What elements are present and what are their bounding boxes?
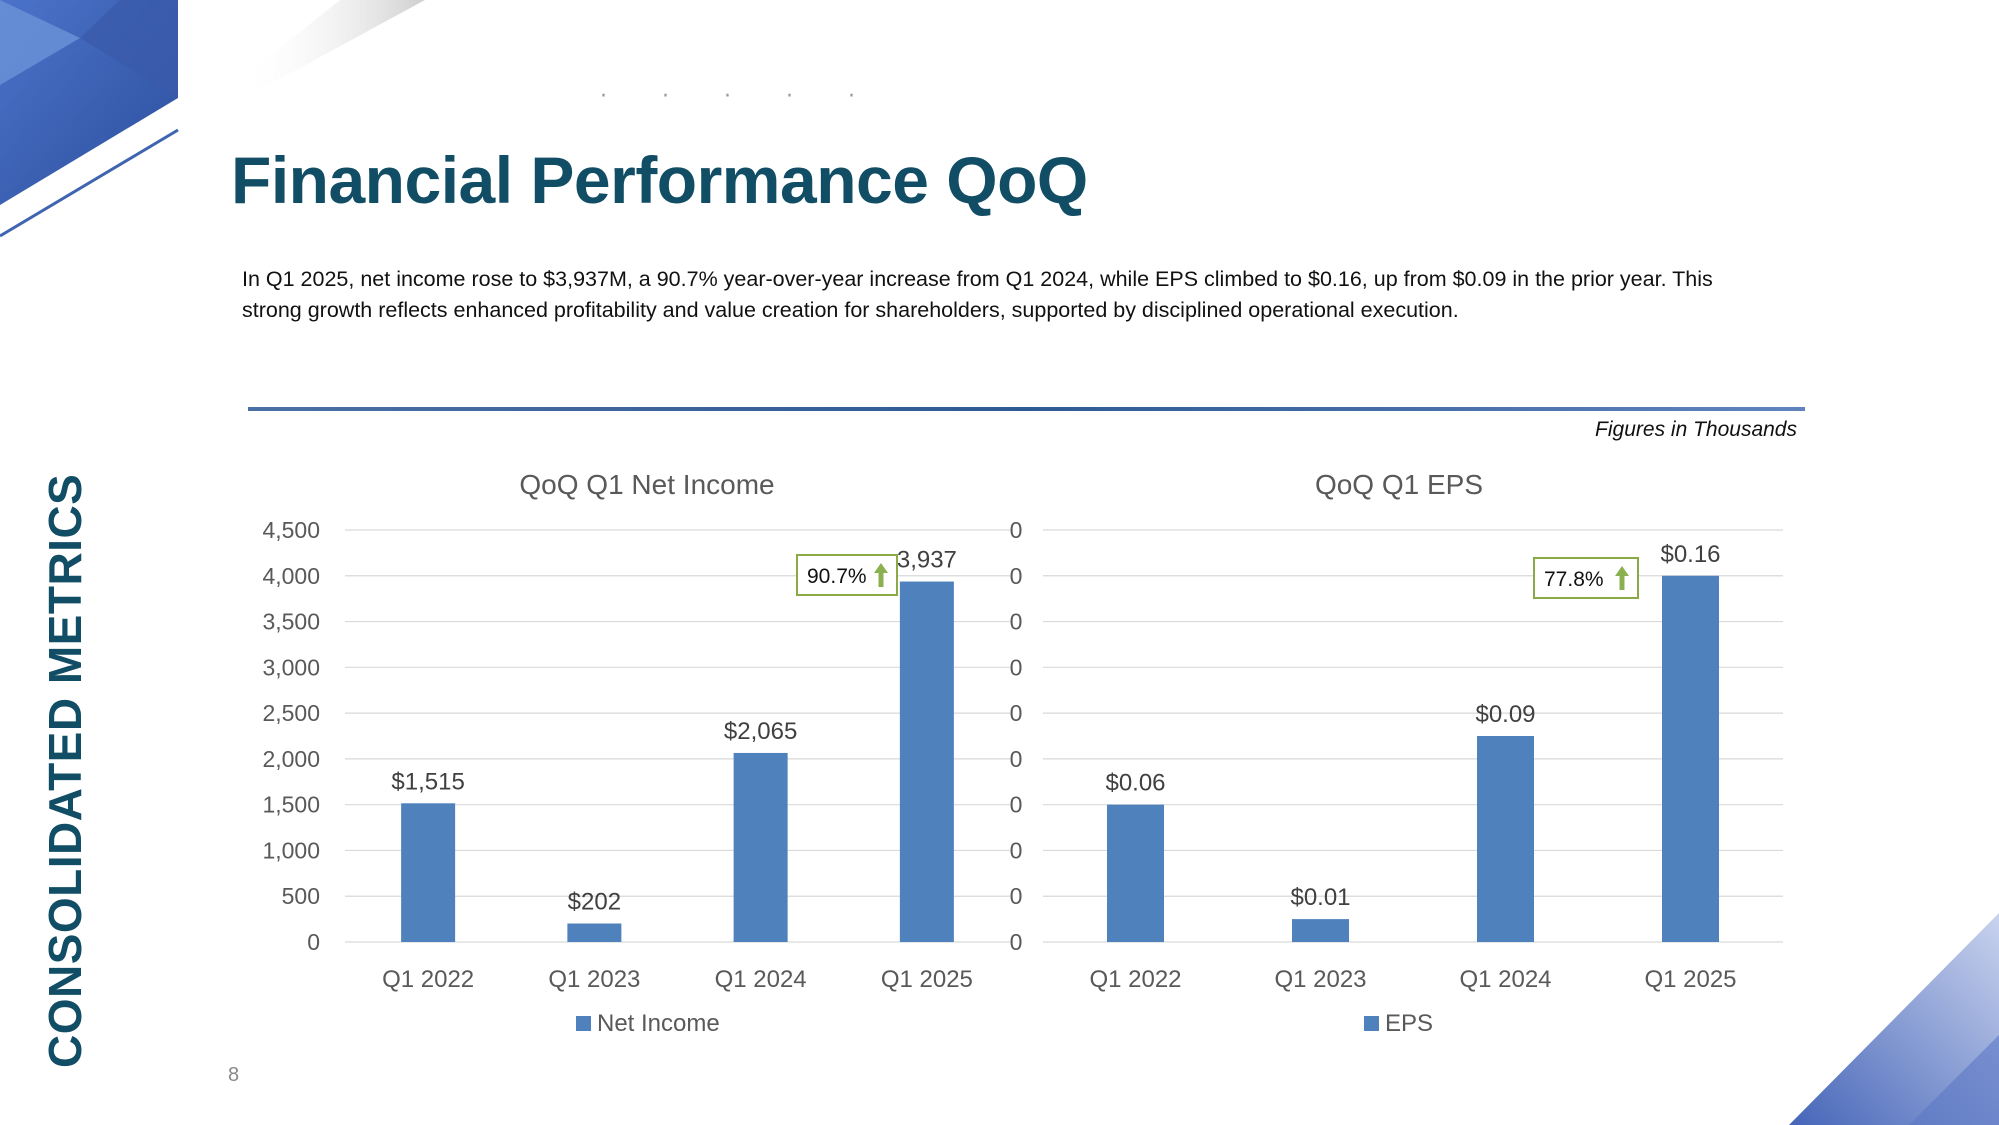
chart-0-ytick-6: 3,000 [262, 654, 320, 680]
chart-1-ytick-2: 0 [1010, 837, 1023, 863]
chart-0-bar-3 [899, 581, 954, 942]
chart-0-callout-text: 90.7% [807, 565, 867, 588]
chart-1-ytick-4: 0 [1010, 746, 1023, 772]
chart-1-category-0: Q1 2022 [1089, 966, 1181, 993]
chart-1-bar-1 [1292, 919, 1349, 942]
intro-paragraph: In Q1 2025, net income rose to $3,937M, … [242, 267, 1713, 322]
chart-1-category-3: Q1 2025 [1644, 966, 1736, 993]
chart-0-ytick-5: 2,500 [262, 700, 320, 726]
chart-1-ytick-5: 0 [1010, 700, 1023, 726]
top-left-decoration [0, 0, 425, 238]
decorative-dots: · · · · · [600, 84, 879, 109]
chart-0-bar-1 [567, 923, 622, 942]
chart-0-ytick-9: 4,500 [262, 517, 320, 543]
chart-0-data-label-1: $202 [568, 889, 621, 916]
chart-1-data-label-3: $0.16 [1660, 541, 1720, 568]
chart-1-data-label-2: $0.09 [1475, 701, 1535, 728]
chart-0-category-1: Q1 2023 [548, 966, 640, 993]
chart-0-data-label-3: 3,937 [897, 547, 957, 574]
chart-0-ytick-3: 1,500 [262, 792, 320, 818]
chart-1-legend-swatch [1364, 1016, 1379, 1031]
chart-1-title: QoQ Q1 EPS [1315, 469, 1483, 500]
chart-0-title: QoQ Q1 Net Income [519, 469, 774, 500]
chart-0-ytick-4: 2,000 [262, 746, 320, 772]
figures-note: Figures in Thousands [1595, 418, 1797, 441]
chart-1-legend-label: EPS [1385, 1010, 1433, 1037]
chart-1-category-1: Q1 2023 [1274, 966, 1366, 993]
chart-0-data-label-0: $1,515 [391, 768, 464, 795]
chart-0-category-3: Q1 2025 [881, 966, 973, 993]
chart-0-category-0: Q1 2022 [382, 966, 474, 993]
chart-1-callout-up-arrow-icon [1615, 566, 1629, 590]
chart-0-ytick-0: 0 [307, 929, 320, 955]
chart-0-ytick-7: 3,500 [262, 609, 320, 635]
page-title: Financial Performance QoQ [231, 143, 1088, 217]
chart-1-ytick-6: 0 [1010, 654, 1023, 680]
chart-0-category-2: Q1 2024 [715, 966, 807, 993]
chart-1-ytick-7: 0 [1010, 609, 1023, 635]
page-number: 8 [228, 1064, 240, 1086]
chart-1-category-2: Q1 2024 [1459, 966, 1551, 993]
chart-1-bar-0 [1107, 804, 1164, 942]
bottom-right-decoration [1789, 913, 1999, 1125]
section-divider [248, 407, 1805, 411]
chart-1-data-label-1: $0.01 [1290, 884, 1350, 911]
chart-1-ytick-8: 0 [1010, 563, 1023, 589]
chart-0-legend-label: Net Income [597, 1010, 720, 1037]
chart-1-data-label-0: $0.06 [1105, 770, 1165, 797]
chart-1-ytick-0: 0 [1010, 929, 1023, 955]
chart-0-legend-swatch [576, 1016, 591, 1031]
chart-0-ytick-1: 500 [282, 883, 320, 909]
chart-1-callout-text: 77.8% [1544, 568, 1604, 591]
chart-1-ytick-3: 0 [1010, 792, 1023, 818]
chart-1-ytick-1: 0 [1010, 883, 1023, 909]
chart-1-bar-3 [1662, 575, 1719, 942]
chart-0-data-label-2: $2,065 [724, 718, 797, 745]
chart-0-ytick-2: 1,000 [262, 837, 320, 863]
chart-0-bar-0 [401, 803, 456, 942]
chart-0-callout-up-arrow-icon [874, 563, 888, 587]
chart-0-ytick-8: 4,000 [262, 563, 320, 589]
chart-1-ytick-9: 0 [1010, 517, 1023, 543]
chart-0-bar-2 [733, 752, 788, 942]
chart-1-bar-2 [1477, 736, 1534, 942]
